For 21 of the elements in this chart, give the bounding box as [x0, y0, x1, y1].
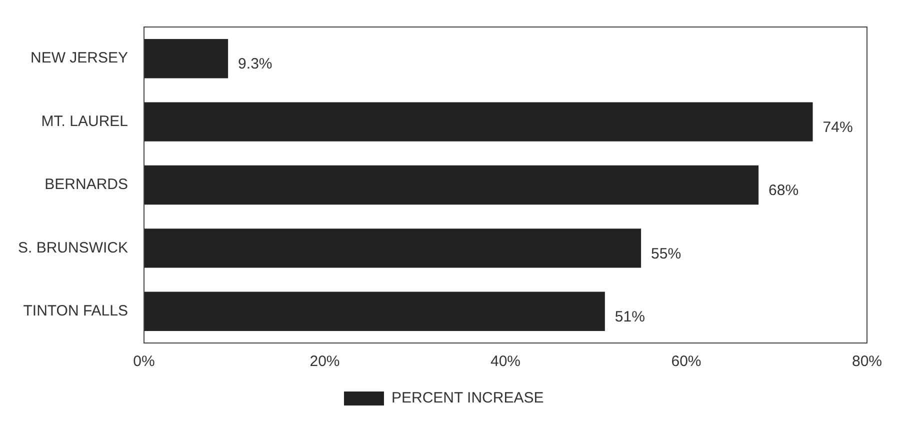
- bar: [144, 228, 642, 268]
- y-tick-label: MT. LAUREL: [41, 112, 128, 130]
- bar: [144, 292, 605, 331]
- x-tick-label: 0%: [133, 353, 155, 370]
- legend-label: PERCENT INCREASE: [391, 390, 544, 407]
- data-label: 51%: [614, 308, 645, 326]
- x-tick-label: 40%: [490, 353, 521, 370]
- bar: [144, 39, 228, 78]
- y-tick-label: S. BRUNSWICK: [18, 239, 128, 256]
- data-label: 74%: [822, 118, 853, 136]
- y-tick-label: NEW JERSEY: [30, 50, 128, 67]
- bar: [144, 102, 813, 142]
- y-tick-label: BERNARDS: [44, 176, 128, 194]
- y-tick-label: TINTON FALLS: [23, 302, 128, 320]
- x-tick-label: 80%: [852, 353, 882, 370]
- bar: [144, 165, 759, 205]
- data-label: 68%: [768, 182, 799, 200]
- data-label: 55%: [651, 245, 682, 262]
- x-tick-label: 60%: [671, 353, 702, 370]
- x-tick-label: 20%: [310, 353, 340, 370]
- data-label: 9.3%: [238, 56, 272, 73]
